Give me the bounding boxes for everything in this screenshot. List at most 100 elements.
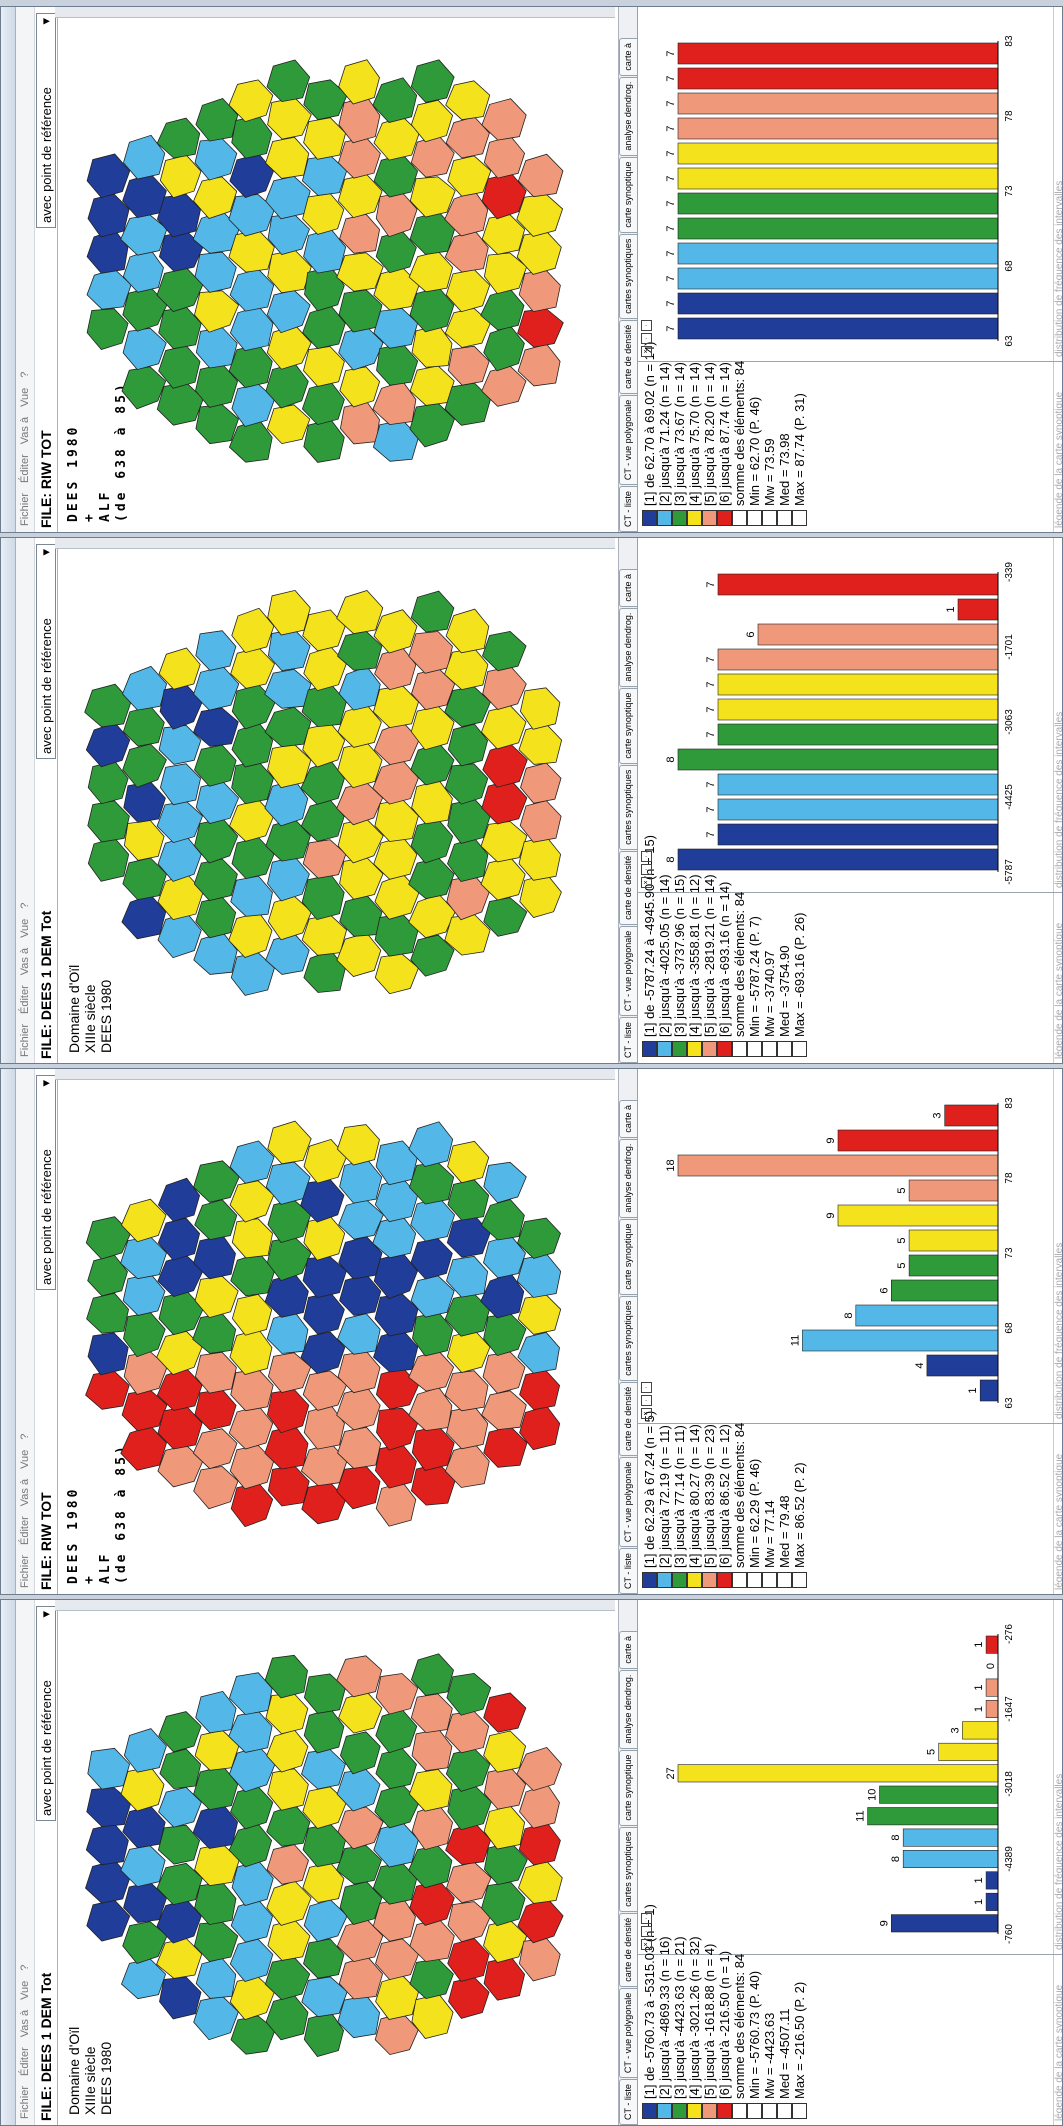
map-cell[interactable] xyxy=(447,837,489,882)
map-cell[interactable] xyxy=(266,1729,309,1773)
map-cell[interactable] xyxy=(480,821,528,863)
map-cell[interactable] xyxy=(480,288,525,331)
empty-swatch[interactable] xyxy=(762,1572,777,1588)
map-cell[interactable] xyxy=(411,1993,454,2039)
map-cell[interactable] xyxy=(121,1198,167,1243)
tab-view[interactable]: analyse dendrog. xyxy=(619,1138,637,1218)
tab-view[interactable]: CT - vue polygonale xyxy=(619,1456,637,1548)
map-cell[interactable] xyxy=(445,1748,491,1792)
map-cell[interactable] xyxy=(121,366,167,410)
map-cell[interactable] xyxy=(445,608,490,654)
map-cell[interactable] xyxy=(519,687,561,730)
map-cell[interactable] xyxy=(338,59,380,105)
map-cell[interactable] xyxy=(302,1862,345,1903)
map-cell[interactable] xyxy=(408,1162,455,1205)
map-cell[interactable] xyxy=(159,763,202,806)
menu-item[interactable]: ? xyxy=(19,1964,31,1971)
map-cell[interactable] xyxy=(337,630,383,671)
map-cell[interactable] xyxy=(445,1710,490,1754)
map-cell[interactable] xyxy=(195,1958,237,1999)
map-cell[interactable] xyxy=(267,213,310,255)
map-cell[interactable] xyxy=(264,1425,309,1470)
map-cell[interactable] xyxy=(123,134,166,180)
map-cell[interactable] xyxy=(122,249,164,293)
map-cell[interactable] xyxy=(228,418,273,463)
map-cell[interactable] xyxy=(267,249,312,294)
map-cell[interactable] xyxy=(373,1329,419,1373)
color-swatch[interactable] xyxy=(702,1572,717,1588)
map-cell[interactable] xyxy=(265,363,309,409)
menu-item[interactable]: Vas à xyxy=(19,416,31,445)
empty-swatch[interactable] xyxy=(747,1572,762,1588)
color-swatch[interactable] xyxy=(672,510,687,526)
map-cell[interactable] xyxy=(410,135,455,178)
map-cell[interactable] xyxy=(410,742,455,786)
map-cell[interactable] xyxy=(447,345,490,386)
legend-row[interactable]: [4] jusqu'à 80.27 (n = 14) xyxy=(687,1424,702,1588)
map-cell[interactable] xyxy=(159,154,202,199)
map-cell[interactable] xyxy=(410,590,455,633)
map-cell[interactable] xyxy=(446,1861,492,1904)
map-cell[interactable] xyxy=(411,1728,453,1772)
tab-view[interactable]: CT - vue polygonale xyxy=(619,1987,637,2079)
map-cell[interactable] xyxy=(195,404,239,445)
map-cell[interactable] xyxy=(519,873,562,918)
map-cell[interactable] xyxy=(303,1938,345,1979)
map-cell[interactable] xyxy=(231,1860,274,1906)
map-cell[interactable] xyxy=(481,214,526,255)
tab-view[interactable]: CT - vue polygonale xyxy=(619,925,637,1017)
map-cell[interactable] xyxy=(519,800,562,843)
map-cell[interactable] xyxy=(267,1465,310,1507)
legend-row[interactable]: [3] jusqu'à 73.67 (n = 14) xyxy=(672,362,687,526)
legend-row[interactable]: [2] jusqu'à 72.19 (n = 11) xyxy=(657,1425,672,1588)
empty-swatch[interactable] xyxy=(792,1572,807,1588)
legend-row[interactable]: [1] de 62.70 à 69.02 (n = 14) xyxy=(642,342,657,526)
map-cell[interactable] xyxy=(339,894,383,937)
map-cell[interactable] xyxy=(375,230,417,274)
map-cell[interactable] xyxy=(265,175,311,220)
map-cell[interactable] xyxy=(336,1386,381,1431)
map-cell[interactable] xyxy=(122,1805,166,1849)
map-cell[interactable] xyxy=(519,1783,560,1829)
map-cell[interactable] xyxy=(301,1749,346,1790)
map-cell[interactable] xyxy=(448,1976,490,2019)
map-cell[interactable] xyxy=(194,1389,237,1431)
map-cell[interactable] xyxy=(267,1768,309,1811)
empty-swatch[interactable] xyxy=(747,2103,762,2119)
map-cell[interactable] xyxy=(122,665,168,711)
legend-row[interactable]: [6] jusqu'à -216.50 (n = 1) xyxy=(717,1951,732,2119)
window-titlebar[interactable] xyxy=(1,1600,16,2125)
legend-row[interactable]: [2] jusqu'à -4869.33 (n = 16) xyxy=(657,1936,672,2119)
color-swatch[interactable] xyxy=(642,510,657,526)
color-swatch[interactable] xyxy=(657,2103,672,2119)
map-cell[interactable] xyxy=(193,176,238,219)
map-cell[interactable] xyxy=(86,229,129,274)
tab-view[interactable]: analyse dendrog. xyxy=(619,607,637,687)
map-cell[interactable] xyxy=(194,1881,237,1926)
map-cell[interactable] xyxy=(192,1313,237,1354)
map-cell[interactable] xyxy=(303,228,347,274)
menu-item[interactable]: ? xyxy=(19,371,31,378)
map-cell[interactable] xyxy=(411,1804,454,1851)
map-cell[interactable] xyxy=(338,1955,384,2000)
map-cell[interactable] xyxy=(122,327,167,371)
map-cell[interactable] xyxy=(266,1844,309,1885)
map-cell[interactable] xyxy=(444,191,489,237)
map-cell[interactable] xyxy=(86,153,131,199)
map-cell[interactable] xyxy=(266,289,311,334)
menu-item[interactable]: Éditer xyxy=(19,985,31,1014)
map-cell[interactable] xyxy=(412,1312,454,1357)
map-polygons[interactable] xyxy=(78,1114,598,1534)
map-cell[interactable] xyxy=(374,647,417,691)
menu-item[interactable]: Vue xyxy=(19,387,31,407)
legend-row[interactable]: [4] jusqu'à -3558.81 (n = 12) xyxy=(687,874,702,1057)
legend-row[interactable]: [6] jusqu'à 86.52 (n = 12) xyxy=(717,1424,732,1588)
color-swatch[interactable] xyxy=(702,1041,717,1057)
tab-view[interactable]: cartes synoptiques xyxy=(619,1295,637,1381)
map-cell[interactable] xyxy=(339,366,381,408)
map-cell[interactable] xyxy=(195,896,237,939)
map-cell[interactable] xyxy=(408,1121,454,1167)
map-cell[interactable] xyxy=(300,1179,345,1223)
tab-view[interactable]: CT - vue polygonale xyxy=(619,394,637,486)
map-cell[interactable] xyxy=(480,1199,525,1241)
